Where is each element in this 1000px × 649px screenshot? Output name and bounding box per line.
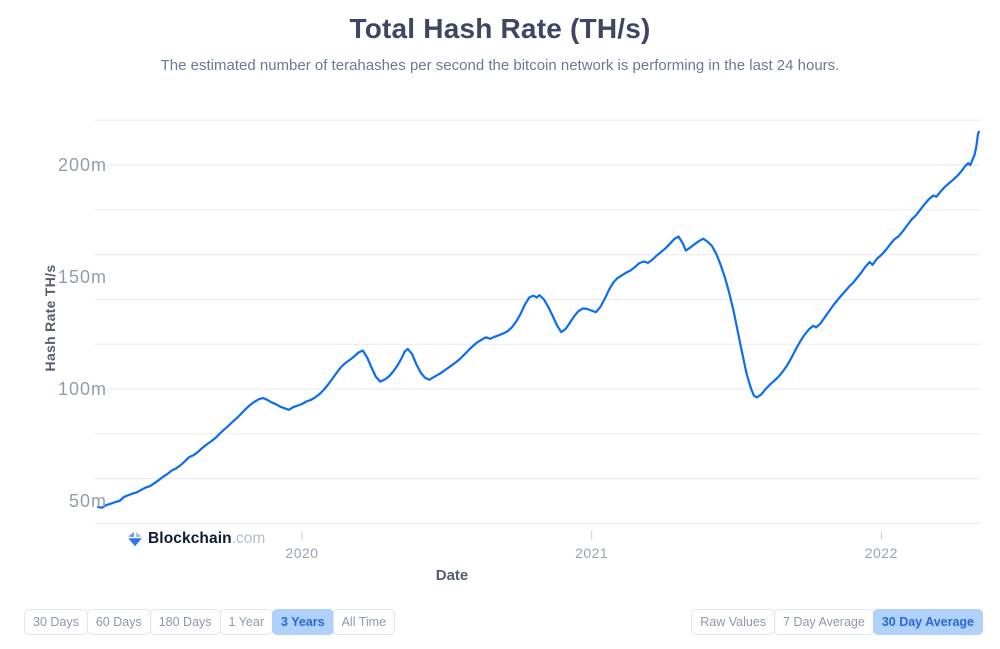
logo-text-suffix: .com	[231, 530, 266, 547]
range-button-180-days[interactable]: 180 Days	[149, 609, 221, 635]
x-tick-label: 2021	[575, 545, 609, 561]
average-button-raw-values[interactable]: Raw Values	[691, 609, 776, 635]
range-button-all-time[interactable]: All Time	[332, 609, 396, 635]
y-tick-label: 100m	[57, 379, 107, 399]
x-axis-title: Date	[435, 567, 469, 584]
y-axis-title: Hash Rate TH/s	[42, 264, 58, 372]
blockchain-logo-icon	[128, 532, 142, 547]
range-button-60-days[interactable]: 60 Days	[86, 609, 151, 635]
x-tick-label: 2022	[864, 545, 898, 561]
y-tick-label: 200m	[57, 155, 107, 175]
range-button-30-days[interactable]: 30 Days	[24, 609, 88, 635]
time-range-button-group: 30 Days 60 Days 180 Days 1 Year 3 Years All T…	[24, 609, 396, 635]
page-subtitle: The estimated number of terahashes per s…	[160, 57, 840, 74]
average-mode-button-group: Raw Values 7 Day Average 30 Day Average	[691, 609, 983, 635]
y-tick-label: 150m	[57, 267, 107, 287]
average-button-7-day-average[interactable]: 7 Day Average	[774, 609, 874, 635]
range-button-3-years[interactable]: 3 Years	[272, 609, 334, 635]
blockchain-logo[interactable]: Blockchain .com	[127, 530, 265, 548]
average-button-30-day-average[interactable]: 30 Day Average	[872, 609, 983, 635]
x-tick-label: 2020	[285, 545, 319, 561]
y-tick-label: 50m	[68, 491, 107, 511]
page-title: Total Hash Rate (TH/s)	[349, 13, 651, 44]
logo-text: Blockchain	[148, 530, 232, 547]
range-button-1-year[interactable]: 1 Year	[219, 609, 273, 635]
hash-rate-line-series[interactable]	[96, 130, 981, 509]
